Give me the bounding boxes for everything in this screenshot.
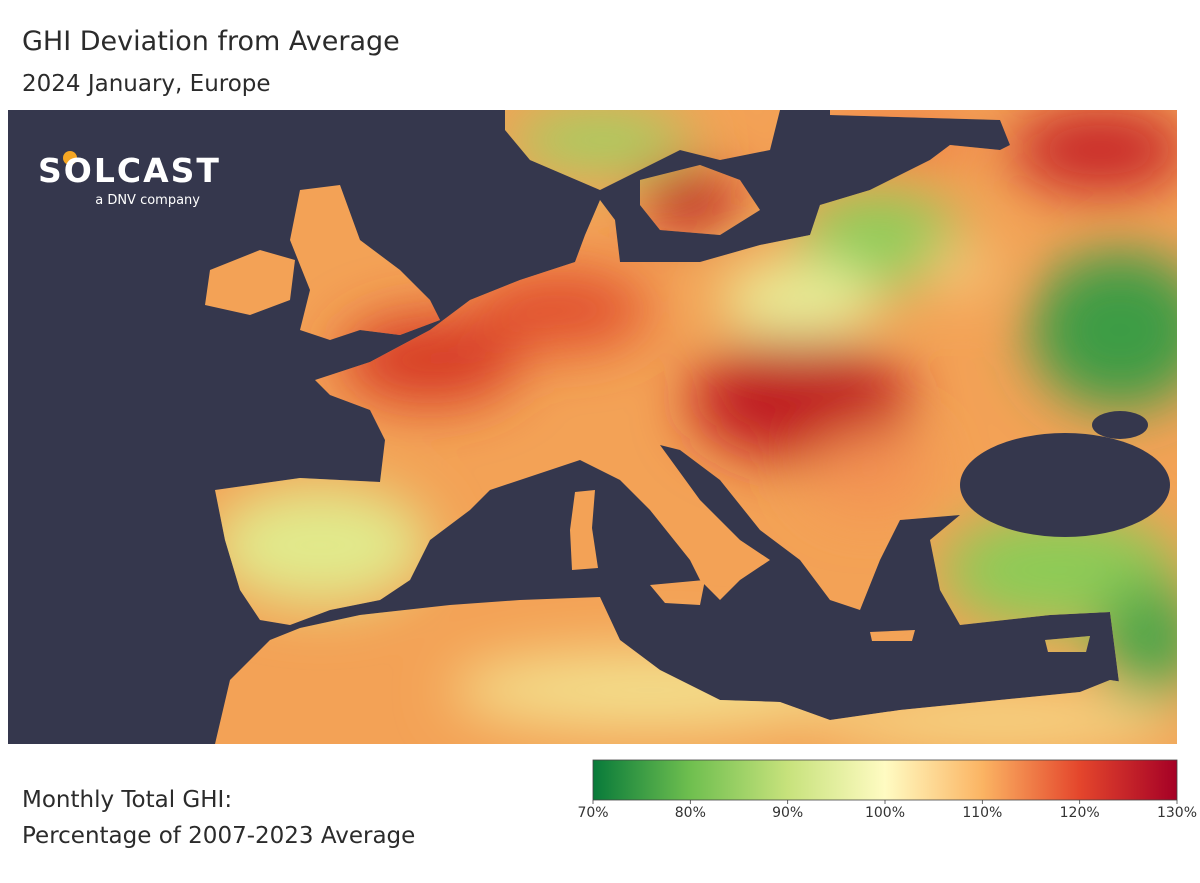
colorbar xyxy=(592,759,1178,801)
sea-of-azov xyxy=(1092,411,1148,439)
map-title: GHI Deviation from Average xyxy=(22,26,400,57)
logo-name: SOLCAST xyxy=(38,151,221,190)
colorbar-tick-label: 90% xyxy=(772,805,803,821)
colorbar-tick-label: 70% xyxy=(577,805,608,821)
black-sea xyxy=(960,433,1170,537)
colorbar-tick-label: 130% xyxy=(1157,805,1197,821)
colorbar-tick-label: 120% xyxy=(1060,805,1100,821)
logo: SOLCAST a DNV company xyxy=(38,151,221,208)
legend-title: Monthly Total GHI: xyxy=(22,787,232,813)
logo-tagline: a DNV company xyxy=(95,193,200,208)
colorbar-tick-label: 100% xyxy=(865,805,905,821)
legend: Monthly Total GHI: Percentage of 2007-20… xyxy=(22,759,1197,849)
logo-sun xyxy=(63,151,77,165)
colorbar-tick-label: 110% xyxy=(962,805,1002,821)
colorbar-tick-label: 80% xyxy=(675,805,706,821)
map-subtitle: 2024 January, Europe xyxy=(22,71,271,97)
legend-title: Percentage of 2007-2023 Average xyxy=(22,823,415,849)
